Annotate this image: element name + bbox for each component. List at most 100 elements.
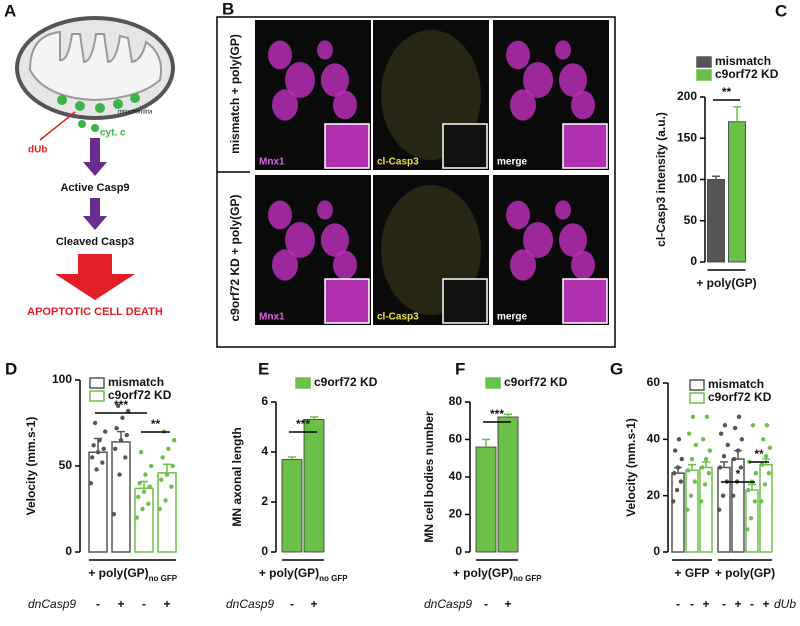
channel-label: Mnx1 bbox=[259, 312, 285, 323]
data-point bbox=[717, 507, 722, 512]
bar bbox=[303, 419, 325, 553]
cell bbox=[506, 40, 530, 70]
y-axis-label: Velocity (mm.s-1) bbox=[624, 418, 638, 517]
dub-label: dUb bbox=[28, 145, 47, 156]
error-bar bbox=[712, 175, 720, 180]
panel-letter: E bbox=[258, 359, 269, 378]
group-sub-label: no GFP bbox=[149, 574, 178, 583]
inset bbox=[562, 278, 608, 324]
cell bbox=[523, 62, 553, 98]
row-label: dnCasp9 bbox=[28, 597, 76, 611]
x-tick-label: + bbox=[504, 597, 511, 611]
error-bar bbox=[720, 461, 728, 468]
cell bbox=[285, 222, 315, 258]
data-point bbox=[738, 465, 744, 470]
data-point bbox=[117, 472, 122, 477]
data-point bbox=[113, 446, 118, 451]
data-point bbox=[136, 494, 141, 500]
significance-label: *** bbox=[490, 407, 504, 421]
data-point bbox=[720, 493, 726, 498]
data-point bbox=[160, 455, 165, 460]
legend-label: c9orf72 KD bbox=[504, 375, 568, 389]
data-point bbox=[126, 408, 131, 414]
data-point bbox=[671, 470, 677, 476]
y-tick-label: 2 bbox=[261, 494, 268, 508]
legend-swatch bbox=[295, 377, 311, 389]
y-tick-label: 60 bbox=[647, 375, 661, 389]
data-point bbox=[699, 465, 705, 470]
group-label: + poly(GP) bbox=[696, 276, 756, 290]
data-point bbox=[138, 450, 144, 455]
data-point bbox=[140, 506, 145, 512]
cell bbox=[555, 200, 571, 220]
y-tick-label: 0 bbox=[455, 544, 462, 558]
data-point bbox=[721, 454, 727, 459]
channel-label: cl-Casp3 bbox=[377, 312, 419, 323]
cell bbox=[510, 89, 536, 121]
y-tick-label: 100 bbox=[677, 172, 697, 186]
y-tick-label: 80 bbox=[449, 394, 463, 408]
data-point bbox=[170, 463, 175, 469]
cell bbox=[272, 249, 298, 281]
legend-label: mismatch bbox=[715, 54, 771, 68]
data-point bbox=[671, 499, 676, 504]
significance-label: ** bbox=[151, 417, 161, 431]
data-point bbox=[690, 414, 696, 419]
data-point bbox=[90, 455, 95, 460]
data-point bbox=[114, 425, 119, 431]
data-point bbox=[134, 515, 139, 520]
bar bbox=[157, 472, 177, 553]
error-bar bbox=[702, 461, 710, 468]
y-tick-label: 20 bbox=[449, 507, 463, 521]
y-axis-label: Velocity (mm.s-1) bbox=[24, 417, 38, 516]
channel-label: Mnx1 bbox=[259, 157, 285, 168]
y-tick-label: 60 bbox=[449, 432, 463, 446]
y-tick-label: 0 bbox=[261, 544, 268, 558]
inset bbox=[562, 123, 608, 169]
data-point bbox=[717, 465, 723, 470]
error-bar bbox=[733, 106, 741, 122]
data-point bbox=[702, 482, 708, 487]
data-point bbox=[676, 437, 682, 442]
bar bbox=[671, 472, 685, 553]
panel-letter: F bbox=[455, 359, 465, 378]
error-bar bbox=[117, 430, 125, 442]
legend-label: c9orf72 KD bbox=[708, 390, 772, 404]
arrow bbox=[90, 198, 100, 218]
bar bbox=[281, 459, 303, 553]
mito-label: mitochondria bbox=[118, 110, 153, 116]
data-point bbox=[101, 446, 106, 451]
panel-letter: D bbox=[5, 359, 17, 378]
bar bbox=[88, 451, 108, 553]
legend-label: mismatch bbox=[108, 375, 164, 389]
data-point bbox=[764, 423, 770, 428]
cell bbox=[317, 200, 333, 220]
bar bbox=[707, 179, 725, 263]
data-point bbox=[745, 487, 751, 493]
data-point bbox=[707, 448, 713, 453]
x-tick-label: - bbox=[484, 597, 488, 611]
data-point bbox=[703, 456, 709, 462]
data-point bbox=[693, 442, 699, 448]
data-point bbox=[752, 499, 758, 504]
data-point bbox=[759, 499, 764, 504]
data-point bbox=[731, 456, 737, 462]
legend-swatch bbox=[689, 379, 705, 391]
channel-label: merge bbox=[497, 157, 527, 168]
x-tick-label: - bbox=[676, 597, 680, 611]
data-point bbox=[722, 423, 728, 428]
y-tick-label: 50 bbox=[684, 213, 698, 227]
error-bar bbox=[688, 463, 696, 471]
data-point bbox=[88, 481, 94, 486]
group-label: + poly(GP) bbox=[715, 566, 775, 580]
data-point bbox=[685, 468, 691, 473]
data-point bbox=[718, 431, 724, 436]
group-sub-label: no GFP bbox=[319, 574, 348, 583]
x-tick-label: + bbox=[734, 597, 741, 611]
significance-label: ** bbox=[754, 447, 764, 461]
data-point bbox=[762, 482, 768, 487]
legend-label: c9orf72 KD bbox=[314, 375, 378, 389]
bar bbox=[728, 121, 746, 263]
data-point bbox=[736, 414, 742, 419]
row-label: dnCasp9 bbox=[226, 597, 274, 611]
